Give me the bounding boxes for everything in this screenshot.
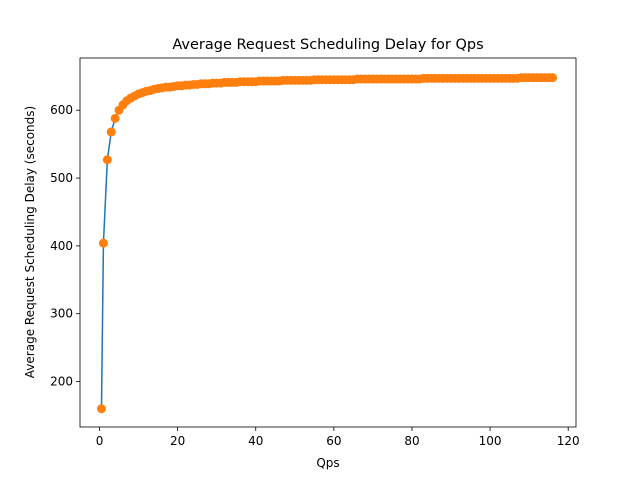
x-tick-label: 100 [479,434,502,448]
x-axis-label: Qps [316,456,339,470]
y-tick-label: 400 [50,239,73,253]
axes-frame [79,57,577,428]
series-1-markers [96,73,558,414]
data-point [98,238,108,248]
y-axis-ticks: 200 300 400 500 600 [50,103,80,389]
data-point [102,155,112,165]
data-point [110,113,120,123]
data-point [106,127,116,137]
x-axis-ticks: 0 20 40 60 80 100 120 [96,427,580,448]
x-tick-label: 40 [248,434,263,448]
x-tick-label: 0 [96,434,104,448]
y-tick-label: 300 [50,307,73,321]
y-tick-label: 500 [50,171,73,185]
plot-area [80,58,576,427]
data-point [96,404,106,414]
y-tick-label: 200 [50,375,73,389]
series-layer [96,73,558,414]
y-tick-label: 600 [50,103,73,117]
x-tick-label: 20 [170,434,185,448]
x-tick-label: 120 [557,434,580,448]
y-axis-label: Average Request Scheduling Delay (second… [23,106,37,378]
x-tick-label: 60 [326,434,341,448]
chart-title: Average Request Scheduling Delay for Qps [172,37,483,53]
x-tick-label: 80 [404,434,419,448]
axes-background [80,58,576,427]
data-point [548,73,558,83]
axes-spines [79,57,577,428]
